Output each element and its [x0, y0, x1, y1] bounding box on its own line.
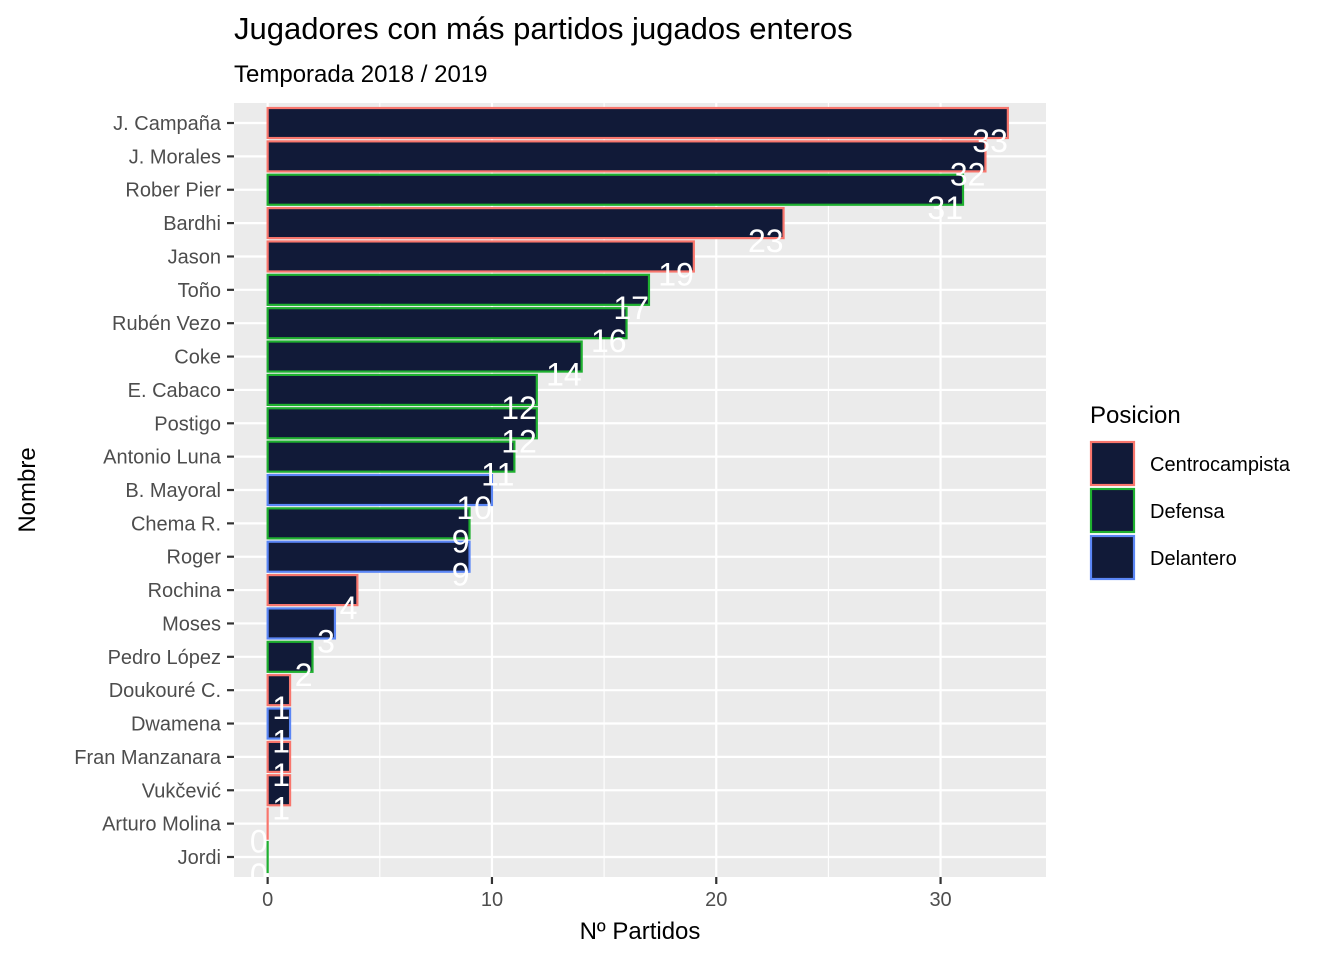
data-label: 12 — [501, 423, 537, 459]
x-tick-label: 0 — [262, 889, 273, 911]
data-label: 32 — [950, 156, 986, 192]
y-tick-label: Moses — [162, 613, 221, 635]
bar — [266, 307, 628, 340]
bar — [266, 707, 292, 740]
y-tick-label: Dwamena — [131, 714, 222, 736]
y-tick-label: Jordi — [178, 847, 221, 869]
legend-key — [1089, 534, 1136, 581]
data-label: 33 — [972, 123, 1008, 159]
legend-label: Defensa — [1150, 501, 1225, 523]
bar — [266, 674, 292, 707]
bar — [266, 373, 538, 407]
y-tick-label: J. Campaña — [113, 113, 222, 135]
data-label: 9 — [452, 523, 470, 559]
bar — [266, 407, 538, 440]
y-tick-label: Vukčević — [142, 780, 221, 802]
y-tick-label: Postigo — [154, 413, 221, 435]
data-label: 1 — [272, 724, 290, 760]
data-label: 31 — [927, 190, 963, 226]
y-tick-label: Toño — [178, 280, 221, 302]
y-tick-label: Roger — [167, 547, 222, 569]
bar — [266, 573, 359, 607]
chart-title: Jugadores con más partidos jugados enter… — [234, 11, 853, 46]
legend-key — [1089, 487, 1136, 534]
y-tick-label: Rochina — [148, 580, 222, 602]
data-label: 0 — [250, 824, 268, 860]
data-label: 1 — [272, 690, 290, 726]
y-tick-label: Pedro López — [108, 647, 221, 669]
bar — [266, 607, 337, 640]
data-label: 11 — [481, 457, 514, 493]
x-axis: 0 10 20 30 — [262, 877, 952, 911]
x-tick-label: 10 — [481, 889, 503, 911]
data-label: 1 — [272, 757, 290, 793]
data-label: 2 — [295, 657, 313, 693]
bar — [266, 640, 314, 673]
y-tick-label: Coke — [174, 347, 221, 369]
bar — [266, 507, 471, 540]
legend-label: Delantero — [1150, 548, 1237, 570]
y-tick-label: Fran Manzanara — [74, 747, 222, 769]
bar — [266, 440, 516, 473]
y-tick-label: Doukouré C. — [109, 680, 221, 702]
bar — [266, 240, 695, 273]
legend-label: Centrocampista — [1150, 454, 1291, 476]
data-label: 4 — [340, 590, 358, 626]
legend: Posicion Centrocampista Defensa Delantero — [1089, 402, 1291, 581]
legend-title: Posicion — [1090, 402, 1181, 429]
bar — [266, 540, 471, 573]
data-label: 23 — [748, 223, 784, 259]
data-label: 1 — [272, 790, 290, 826]
data-label: 12 — [501, 390, 537, 426]
bar — [266, 774, 292, 807]
y-tick-label: Rubén Vezo — [112, 313, 221, 335]
bar — [266, 473, 494, 507]
y-tick-label: Jason — [168, 246, 221, 268]
data-label: 0 — [250, 857, 268, 893]
y-tick-label: B. Mayoral — [125, 480, 221, 502]
y-tick-label: Arturo Molina — [102, 814, 222, 836]
data-label: 10 — [456, 490, 492, 526]
bars — [266, 106, 1009, 874]
x-tick-label: 20 — [705, 889, 727, 911]
y-axis-title: Nombre — [14, 447, 41, 532]
data-label: 3 — [317, 623, 335, 659]
y-tick-label: Bardhi — [163, 213, 221, 235]
bar — [266, 106, 1009, 140]
bar — [266, 340, 583, 373]
chart-subtitle: Temporada 2018 / 2019 — [234, 61, 488, 88]
y-tick-label: E. Cabaco — [128, 380, 221, 402]
y-tick-label: J. Morales — [129, 146, 221, 168]
data-label: 19 — [658, 256, 694, 292]
y-tick-label: Antonio Luna — [103, 447, 222, 469]
bar — [266, 740, 292, 774]
bar — [266, 273, 651, 306]
y-tick-label: Rober Pier — [125, 180, 221, 202]
legend-items: Centrocampista Defensa Delantero — [1089, 440, 1291, 581]
data-label: 16 — [591, 323, 627, 359]
data-label: 14 — [546, 357, 582, 393]
y-tick-label: Chema R. — [131, 513, 221, 535]
bar — [266, 206, 785, 240]
legend-key — [1089, 440, 1136, 487]
x-axis-title: Nº Partidos — [580, 918, 701, 945]
y-axis: Jordi Arturo Molina Vukčević Fran Manzanara… — [74, 113, 234, 869]
data-label: 9 — [452, 557, 470, 593]
bar — [266, 140, 987, 173]
bar — [266, 173, 965, 206]
x-tick-label: 30 — [929, 889, 951, 911]
data-label: 17 — [613, 290, 649, 326]
